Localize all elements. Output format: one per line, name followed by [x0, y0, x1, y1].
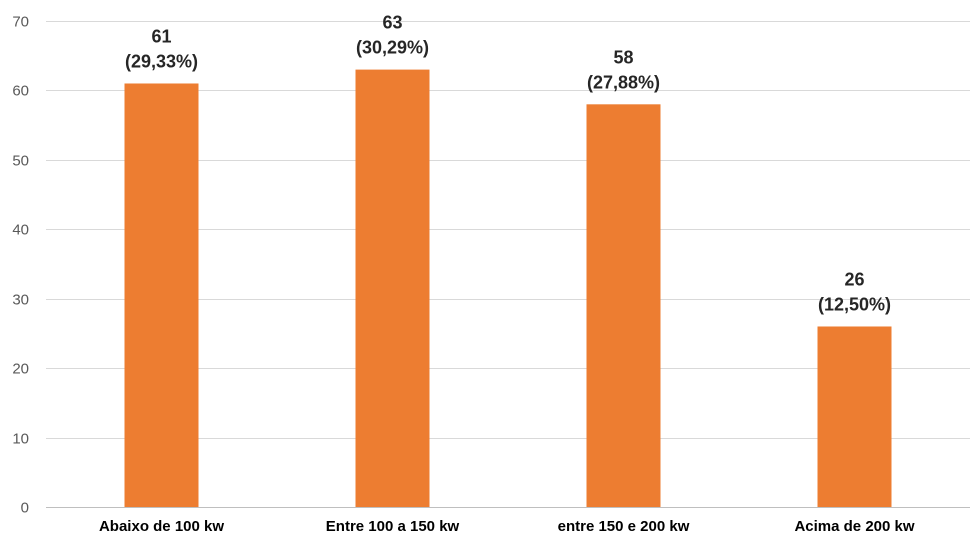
- y-tick-label: 10: [12, 431, 29, 448]
- x-category-label: Acima de 200 kw: [794, 518, 914, 535]
- bar: [355, 69, 430, 507]
- y-tick-label: 50: [12, 153, 29, 170]
- y-tick-label: 70: [12, 14, 29, 31]
- data-label-percent: (30,29%): [356, 38, 429, 58]
- data-label-percent: (27,88%): [587, 72, 660, 92]
- bar: [124, 83, 199, 507]
- y-tick-label: 20: [12, 361, 29, 378]
- x-category-label: entre 150 e 200 kw: [558, 518, 690, 535]
- data-label-percent: (29,33%): [125, 51, 198, 71]
- y-tick-label: 60: [12, 83, 29, 100]
- x-category-label: Abaixo de 100 kw: [99, 518, 224, 535]
- data-label-value: 26: [844, 269, 864, 289]
- data-label-value: 61: [151, 26, 171, 46]
- y-tick-label: 0: [21, 500, 29, 517]
- x-axis-category-labels: Abaixo de 100 kw Entre 100 a 150 kw entre …: [99, 518, 915, 535]
- y-axis-tick-labels: 0 10 20 30 40 50 60 70: [12, 14, 29, 517]
- data-label-value: 63: [382, 13, 402, 33]
- bar: [586, 104, 661, 508]
- bar: [817, 326, 892, 507]
- y-tick-label: 30: [12, 292, 29, 309]
- data-label-value: 58: [613, 47, 633, 67]
- x-category-label: Entre 100 a 150 kw: [326, 518, 460, 535]
- y-tick-label: 40: [12, 222, 29, 239]
- bars: [124, 69, 892, 508]
- gridlines: [46, 21, 970, 508]
- data-labels: 61 (29,33%) 63 (30,29%) 58 (27,88%) 26 (12,50%): [125, 13, 891, 315]
- data-label-percent: (12,50%): [818, 294, 891, 314]
